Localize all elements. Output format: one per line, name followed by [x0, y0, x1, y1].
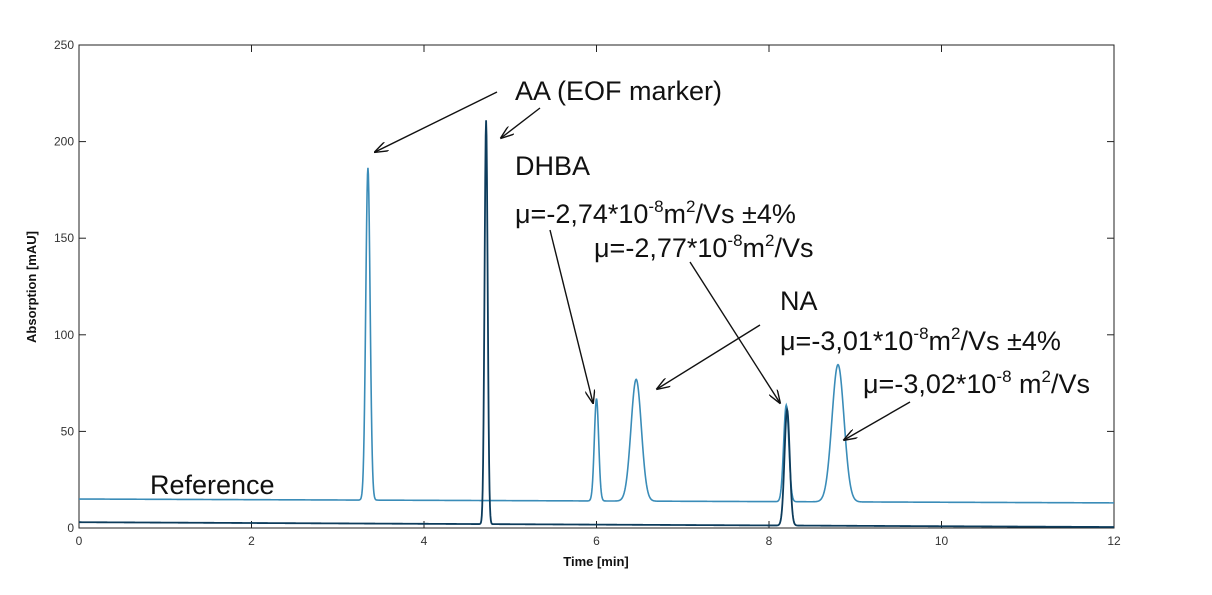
arrow-aa-reference-peak	[375, 91, 498, 152]
annotation-na-label: NA	[780, 286, 818, 316]
axis-ticks: 0 2 4 6 8 10 12 0 50 100 150 200 250	[54, 38, 1121, 548]
y-tick-label: 250	[54, 38, 74, 52]
annotation-arrows	[375, 91, 911, 440]
series-line-reference	[79, 167, 1114, 504]
y-tick-label: 0	[67, 521, 74, 535]
x-tick-label: 4	[421, 534, 428, 548]
series-layer	[78, 120, 1114, 528]
x-tick-label: 6	[593, 534, 600, 548]
arrow-na-reference-peak	[844, 401, 911, 440]
annotations: AA (EOF marker) DHBA μ=-2,74*10-8m2/Vs ±…	[150, 76, 1090, 500]
annotation-na-mu-2: μ=-3,02*10-8 m2/Vs	[863, 367, 1090, 399]
y-tick-label: 200	[54, 135, 74, 149]
y-tick-label: 150	[54, 231, 74, 245]
arrow-dhba-reference-peak	[657, 324, 761, 389]
annotation-aa: AA (EOF marker)	[515, 76, 722, 106]
x-axis-title: Time [min]	[563, 554, 629, 569]
x-tick-label: 0	[76, 534, 83, 548]
arrow-na-sample-peak	[689, 261, 780, 403]
x-tick-label: 8	[766, 534, 773, 548]
plot-area-frame	[78, 44, 1115, 529]
annotation-dhba-mu-2: μ=-2,77*10-8m2/Vs	[594, 231, 814, 263]
x-tick-label: 2	[248, 534, 255, 548]
annotation-dhba-label: DHBA	[515, 151, 590, 181]
annotation-na-mu-1: μ=-3,01*10-8m2/Vs ±4%	[780, 324, 1061, 356]
arrow-aa-sample-peak	[501, 107, 541, 138]
annotation-reference: Reference	[150, 470, 275, 500]
annotation-dhba-mu-1: μ=-2,74*10-8m2/Vs ±4%	[515, 197, 796, 229]
x-tick-label: 12	[1107, 534, 1121, 548]
series-line-sample	[78, 120, 1114, 528]
arrow-dhba-sample-peak	[549, 229, 593, 403]
x-tick-label: 10	[935, 534, 949, 548]
y-tick-label: 100	[54, 328, 74, 342]
y-axis-title: Absorption [mAU]	[24, 231, 39, 343]
y-tick-label: 50	[61, 424, 75, 438]
